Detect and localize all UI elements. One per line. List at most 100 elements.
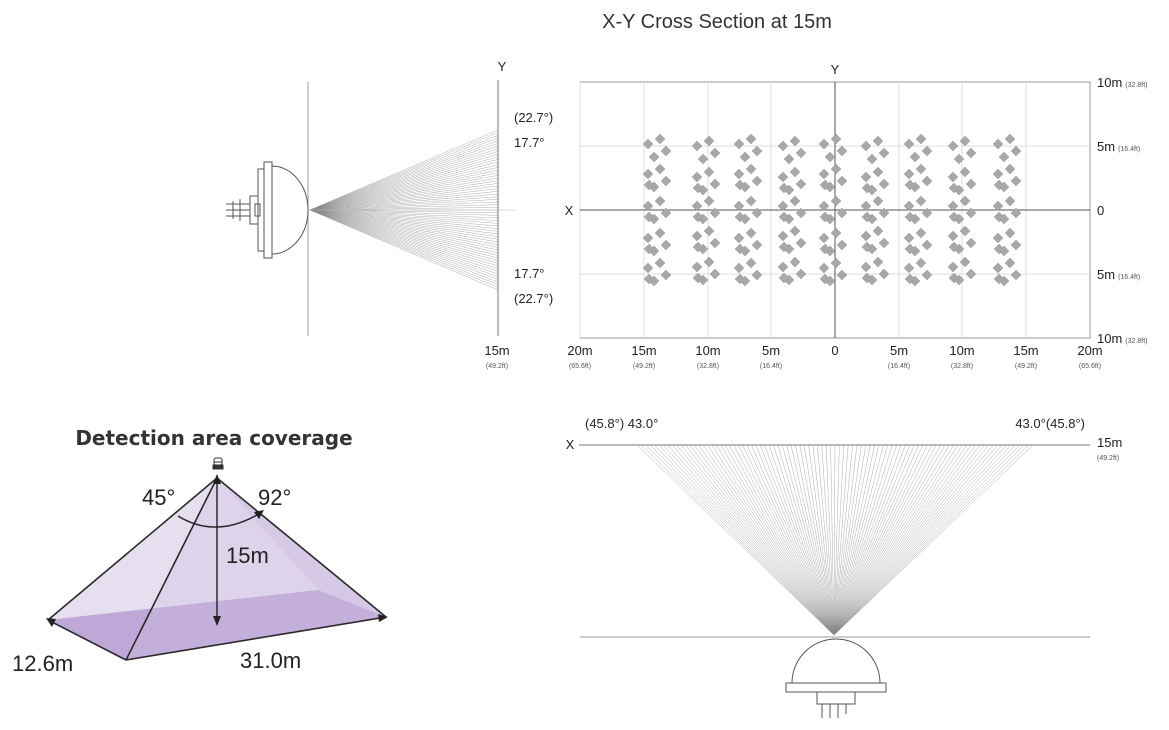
front-ray (650, 444, 835, 636)
bottom-scale-feet: (49.2ft) (633, 363, 655, 370)
zone-diamond (959, 195, 971, 207)
zone-diamond (953, 153, 965, 165)
front-ray (833, 444, 1016, 636)
zone-diamond (830, 257, 842, 269)
zone-diamond (992, 168, 1004, 180)
side-ray (309, 188, 499, 211)
zone-diamond (778, 211, 790, 223)
side-ray (309, 209, 499, 288)
right-scale-value: 10m (1097, 331, 1122, 346)
zone-diamond (789, 135, 801, 147)
side-ray (309, 137, 499, 211)
zone-diamond (795, 147, 807, 159)
zone-cluster (733, 163, 763, 193)
front-ray (808, 444, 835, 636)
zone-diamond (789, 256, 801, 268)
zone-diamond (751, 207, 763, 219)
zone-diamond (733, 200, 745, 212)
front-ray (746, 444, 835, 636)
zone-diamond (860, 230, 872, 242)
zone-diamond (830, 133, 842, 145)
front-ray (672, 444, 835, 636)
side-ray (309, 209, 499, 251)
side-ray (309, 209, 499, 267)
bottom-scale-value: 20m (1077, 343, 1102, 358)
side-ray (309, 148, 499, 211)
zone-diamond (1010, 239, 1022, 251)
side-view-y-axis-label: Y (498, 59, 507, 74)
zone-diamond (872, 166, 884, 178)
side-ray (309, 209, 499, 240)
zone-diamond (745, 163, 757, 175)
side-view: Y (22.7°) 17.7° 17.7° (22.7°) 15m (49.2f… (226, 59, 553, 370)
zone-diamond (878, 237, 890, 249)
front-ray (833, 444, 866, 636)
side-ray (309, 209, 499, 275)
side-ray (309, 209, 499, 259)
zone-diamond (654, 257, 666, 269)
zone-diamond (872, 225, 884, 237)
front-ray (716, 444, 835, 636)
side-ray (309, 209, 499, 269)
zone-diamond (965, 237, 977, 249)
zone-diamond (947, 140, 959, 152)
side-ray (309, 209, 499, 227)
zone-cluster (947, 195, 977, 225)
zone-diamond (660, 175, 672, 187)
bottom-scale-feet: (32.8ft) (697, 363, 719, 370)
side-distance-label: 15m (484, 343, 509, 358)
front-ray (720, 444, 835, 636)
side-ray (309, 143, 499, 211)
zone-diamond (751, 175, 763, 187)
front-ray (833, 444, 884, 636)
side-angle-outer-top: (22.7°) (514, 110, 553, 125)
height-arrow-bottom (213, 616, 221, 626)
front-ray (833, 444, 932, 636)
zone-cluster (860, 166, 890, 196)
zone-diamond (830, 163, 842, 175)
side-ray (309, 209, 499, 283)
zone-diamond (921, 175, 933, 187)
zone-diamond (709, 178, 721, 190)
zone-diamond (872, 195, 884, 207)
zone-diamond (948, 272, 960, 284)
zone-cluster (642, 227, 672, 257)
zone-diamond (778, 241, 790, 253)
zone-diamond (860, 200, 872, 212)
zone-diamond (703, 256, 715, 268)
zone-diamond (1010, 175, 1022, 187)
zone-diamond (903, 262, 915, 274)
xy-x-axis-label: X (565, 203, 574, 218)
side-ray (309, 209, 499, 224)
zone-diamond (777, 261, 789, 273)
front-ray (782, 444, 835, 636)
front-ray (833, 444, 875, 636)
zone-diamond (643, 273, 655, 285)
front-ray (711, 444, 835, 636)
zone-diamond (921, 145, 933, 157)
side-ray (309, 209, 499, 256)
front-ray (833, 444, 906, 636)
right-scale-label: 0 (1097, 203, 1104, 218)
front-ray (833, 444, 937, 636)
side-ray (309, 167, 499, 211)
coverage-angle-left: 45° (142, 485, 175, 510)
zone-diamond (1010, 207, 1022, 219)
zone-diamond (751, 269, 763, 281)
zone-diamond (993, 273, 1005, 285)
front-distance-feet: (49.2ft) (1097, 455, 1119, 462)
zone-cluster (903, 257, 933, 287)
zone-diamond (643, 179, 655, 191)
zone-cluster (642, 257, 672, 287)
front-ray (804, 444, 835, 636)
zone-cluster (733, 257, 763, 287)
zone-diamond (745, 133, 757, 145)
right-scale-feet: (32.8ft) (1125, 82, 1147, 89)
zone-diamond (778, 182, 790, 194)
front-view: X (45.8°) 43.0° 43.0°(45.8°) 15m (49.2ft… (566, 416, 1122, 718)
front-ray (833, 444, 1034, 636)
side-ray (309, 209, 499, 237)
side-ray (309, 204, 499, 211)
side-ray (309, 209, 499, 235)
bottom-scale-feet: (49.2ft) (1015, 363, 1037, 370)
